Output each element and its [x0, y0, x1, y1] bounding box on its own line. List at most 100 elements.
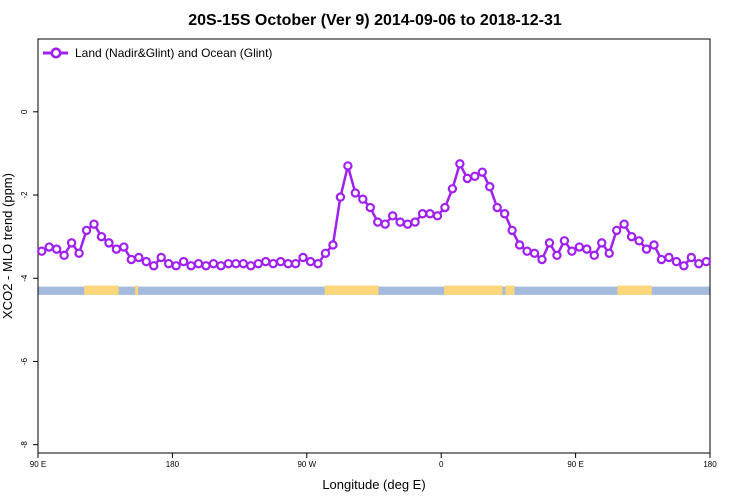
data-point: [619, 219, 629, 229]
y-tick-label: -2: [20, 191, 29, 199]
data-point: [380, 219, 390, 229]
data-point: [44, 242, 54, 252]
data-point: [499, 209, 510, 219]
data-point: [238, 258, 249, 269]
data-point: [201, 261, 211, 271]
data-point: [335, 192, 346, 202]
x-axis: 90 E 180 90 W 0 90 E 180: [30, 453, 717, 469]
data-point: [74, 248, 84, 258]
data-point: [51, 244, 62, 254]
x-tick-label: 90 E: [567, 460, 583, 469]
data-point: [686, 252, 697, 263]
data-point: [537, 254, 547, 265]
data-point: [664, 252, 674, 263]
data-point: [261, 256, 271, 267]
data-point: [149, 261, 159, 271]
data-point: [119, 242, 129, 252]
data-point: [313, 258, 323, 269]
data-point: [89, 219, 99, 229]
y-tick-label: -4: [20, 274, 29, 282]
data-point: [529, 248, 540, 258]
x-tick-label: 180: [166, 460, 180, 469]
data-point: [216, 261, 226, 271]
data-point: [193, 258, 204, 269]
data-point: [626, 231, 637, 242]
data-point: [552, 250, 562, 261]
data-point: [81, 225, 92, 236]
land-segment: [505, 285, 515, 295]
data-point: [477, 167, 487, 177]
x-tick-label: 180: [703, 460, 717, 469]
data-point: [432, 211, 443, 221]
data-point: [597, 238, 607, 248]
data-point: [522, 246, 532, 256]
y-axis-title: XCO2 - MLO trend (ppm): [0, 173, 15, 319]
x-tick-label: 0: [439, 460, 444, 469]
data-point: [365, 202, 375, 213]
surface-band: [38, 285, 710, 295]
data-point: [634, 236, 644, 246]
data-point: [387, 211, 398, 221]
data-point: [701, 256, 711, 267]
data-point: [641, 244, 652, 254]
data-point: [611, 225, 622, 236]
data-point: [328, 240, 338, 250]
data-point: [514, 240, 525, 250]
legend-label: Land (Nadir&Glint) and Ocean (Glint): [75, 46, 272, 60]
land-segment: [444, 285, 503, 295]
data-point: [268, 258, 278, 269]
chart-title: 20S-15S October (Ver 9) 2014-09-06 to 20…: [188, 12, 562, 29]
data-point: [171, 261, 181, 271]
data-point: [358, 194, 368, 204]
land-segment: [84, 285, 119, 295]
data-point: [104, 238, 114, 248]
data-point: [283, 258, 293, 269]
data-point: [246, 261, 256, 271]
data-point: [574, 242, 585, 252]
data-point: [589, 250, 599, 261]
data-point: [305, 256, 316, 267]
data-point: [447, 184, 458, 194]
data-point: [186, 261, 196, 271]
data-point: [694, 258, 704, 269]
data-point: [455, 159, 465, 169]
data-point: [425, 209, 435, 219]
data-point: [343, 161, 353, 171]
data-point: [582, 244, 592, 254]
data-point: [656, 254, 667, 265]
data-point: [141, 256, 151, 267]
data-point: [223, 258, 234, 269]
data-point: [485, 182, 495, 192]
data-point: [492, 202, 502, 213]
data-point: [298, 252, 308, 263]
data-point: [156, 252, 166, 263]
y-axis: 0 -2 -4 -6 -8: [20, 109, 38, 448]
data-point: [462, 173, 473, 184]
data-point: [679, 261, 689, 271]
plot-frame: [37, 38, 711, 454]
data-point: [567, 246, 577, 256]
x-tick-label: 90 W: [297, 460, 316, 469]
data-point: [96, 231, 107, 242]
data-point: [440, 202, 450, 213]
data-point: [470, 171, 480, 182]
data-point: [290, 258, 301, 269]
x-axis-title: Longitude (deg E): [322, 477, 425, 492]
data-point: [671, 256, 682, 267]
data-point: [559, 236, 570, 246]
data-point: [253, 258, 263, 269]
land-segment: [135, 285, 139, 295]
data-point: [231, 258, 241, 269]
y-tick-label: -8: [20, 441, 29, 449]
data-point: [66, 238, 77, 248]
land-segment: [324, 285, 379, 295]
data-point: [59, 250, 69, 261]
data-point: [410, 217, 420, 227]
data-point: [402, 219, 413, 229]
data-point: [649, 240, 659, 250]
data-point: [604, 248, 614, 258]
data-point: [208, 258, 219, 269]
data-point: [320, 248, 331, 258]
legend-marker: [50, 47, 62, 59]
